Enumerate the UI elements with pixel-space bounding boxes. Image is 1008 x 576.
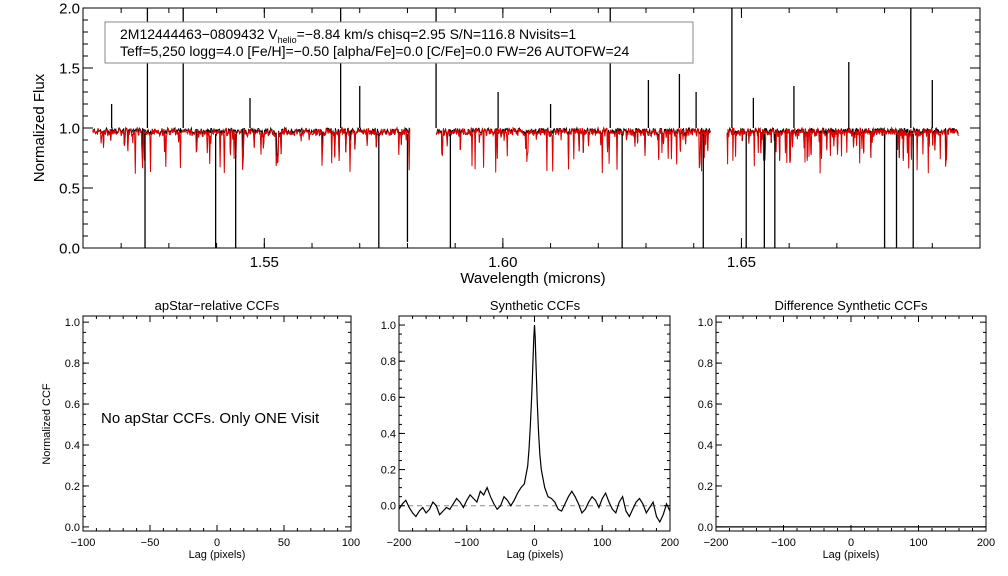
- y-tick-label: 0.2: [381, 464, 396, 476]
- x-tick-label: −100: [71, 537, 96, 549]
- y-tick-label: 1.5: [59, 60, 80, 77]
- model-spectrum-line: [726, 126, 959, 174]
- x-tick-label: −50: [141, 537, 160, 549]
- y-tick-label: 1.0: [59, 120, 80, 137]
- apstar-ccf-ylabel: Normalized CCF: [41, 383, 53, 465]
- x-tick-label: −200: [704, 537, 729, 549]
- apstar-ccf-plot: apStar−relative CCFs −100 −50 0 50 100 0.0 0.2…: [41, 298, 360, 561]
- spectrum-legend-line1: 2M12444463−0809432 Vhelio=−8.84 km/s chi…: [120, 26, 576, 45]
- spectrum-ylabel: Normalized Flux: [31, 73, 48, 182]
- y-tick-label: 0.0: [65, 522, 80, 534]
- x-tick-label: 200: [977, 537, 995, 549]
- x-tick-label: −200: [387, 537, 412, 549]
- x-tick-label: −100: [454, 537, 479, 549]
- x-tick-label: 100: [342, 537, 360, 549]
- model-spectrum-line: [436, 127, 711, 174]
- spectrum-plot: 1.55 1.60 1.65 0.0 0.5 1.0 1.5 2.0 2M12444463−0…: [31, 0, 981, 287]
- x-tick-label: 0: [531, 537, 537, 549]
- synthetic-ccf-plot: Synthetic CCFs −200 −100 0 100 200 0.0 0.2 0.4 0…: [381, 298, 679, 561]
- x-tick-label: 0: [848, 537, 854, 549]
- y-tick-label: 0.4: [698, 440, 713, 452]
- y-tick-label: 0.5: [59, 180, 80, 197]
- y-tick-label: 0.8: [698, 358, 713, 370]
- y-tick-label: 0.0: [698, 522, 713, 534]
- y-tick-label: 1.0: [381, 320, 396, 332]
- synthetic-ccf-ticks: −200 −100 0 100 200 0.0 0.2 0.4 0.6 0.8 1.0: [381, 316, 679, 549]
- synthetic-ccf-lines: [398, 324, 671, 524]
- y-tick-label: 1.0: [65, 317, 80, 329]
- y-tick-label: 0.6: [65, 399, 80, 411]
- spectrum-legend-line2: Teff=5,250 logg=4.0 [Fe/H]=−0.50 [alpha/…: [120, 43, 629, 59]
- x-tick-label: 1.65: [727, 254, 756, 271]
- difference-ccf-plot: Difference Synthetic CCFs −200 −100 0 100 20…: [698, 298, 995, 561]
- y-tick-label: 2.0: [59, 0, 80, 17]
- difference-ccf-xlabel: Lag (pixels): [823, 549, 880, 561]
- synthetic-ccf-frame: [398, 315, 671, 532]
- difference-ccf-ticks: −200 −100 0 100 200 0.0 0.2 0.4 0.6 0.8 1.0: [698, 316, 995, 549]
- y-tick-label: 0.8: [65, 358, 80, 370]
- apstar-ccf-title: apStar−relative CCFs: [155, 298, 280, 313]
- spectrum-legend-box: [104, 21, 694, 64]
- spectrum-ticks: 1.55 1.60 1.65 0.0 0.5 1.0 1.5 2.0: [59, 0, 980, 271]
- x-tick-label: 1.55: [250, 254, 279, 271]
- x-tick-label: 100: [593, 537, 611, 549]
- synthetic-ccf-title: Synthetic CCFs: [490, 298, 581, 313]
- y-tick-label: 0.6: [381, 392, 396, 404]
- y-tick-label: 0.0: [59, 240, 80, 257]
- model-spectrum-line: [92, 126, 411, 174]
- y-tick-label: 0.8: [381, 356, 396, 368]
- synthetic-ccf-xlabel: Lag (pixels): [507, 549, 564, 561]
- x-tick-label: 1.60: [488, 254, 517, 271]
- y-tick-label: 0.2: [698, 481, 713, 493]
- apstar-ccf-xlabel: Lag (pixels): [189, 549, 246, 561]
- spectrum-spikes: [110, 8, 933, 248]
- apstar-ccf-ticks: −100 −50 0 50 100 0.0 0.2 0.4 0.6 0.8 1.0: [65, 316, 360, 549]
- y-tick-label: 0.2: [65, 481, 80, 493]
- y-tick-label: 0.4: [65, 440, 80, 452]
- spectrum-lines: [92, 126, 959, 174]
- difference-ccf-frame: [715, 315, 987, 532]
- y-tick-label: 0.0: [381, 501, 396, 513]
- x-tick-label: 100: [909, 537, 927, 549]
- x-tick-label: 50: [278, 537, 290, 549]
- x-tick-label: 200: [661, 537, 679, 549]
- difference-ccf-title: Difference Synthetic CCFs: [775, 298, 928, 313]
- y-tick-label: 0.4: [381, 428, 396, 440]
- ccf-line: [398, 324, 671, 524]
- apstar-ccf-annotation: No apStar CCFs. Only ONE Visit: [101, 410, 320, 427]
- y-tick-label: 0.6: [698, 399, 713, 411]
- spectrum-xlabel: Wavelength (microns): [460, 270, 605, 287]
- x-tick-label: −100: [771, 537, 796, 549]
- x-tick-label: 0: [214, 537, 220, 549]
- y-tick-label: 1.0: [698, 317, 713, 329]
